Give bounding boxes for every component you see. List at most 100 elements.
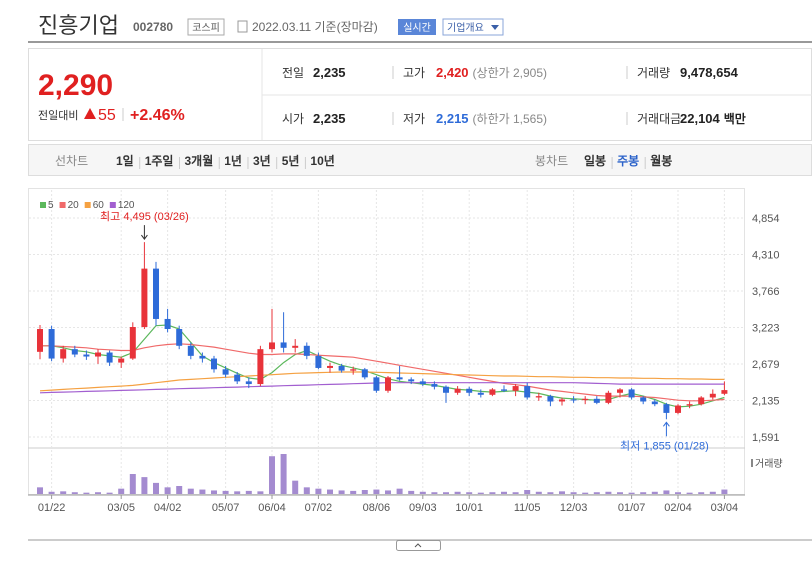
period-tab[interactable]: 주봉 — [617, 154, 639, 168]
legend-label: 60 — [93, 200, 105, 211]
candle-body — [570, 399, 577, 401]
quote-value: 2,420 — [436, 65, 469, 80]
candle-body — [199, 355, 206, 359]
volume-bar — [118, 488, 125, 494]
volume-bar — [48, 491, 55, 494]
company-name: 진흥기업 — [38, 13, 119, 38]
candle-body — [257, 349, 264, 385]
volume-bar — [721, 489, 728, 494]
y-tick-label: 4,310 — [752, 250, 780, 262]
period-tab[interactable]: 3년 — [253, 154, 271, 168]
candle-body — [234, 374, 241, 382]
doc-icon — [237, 20, 248, 33]
quote-value: 2,235 — [313, 65, 346, 80]
candle-body — [327, 365, 333, 368]
candle-body — [280, 342, 287, 348]
candle-body — [419, 381, 426, 385]
legend-swatch — [40, 202, 46, 208]
candle-body — [617, 389, 623, 393]
volume-bar — [709, 491, 716, 494]
candle-body — [222, 369, 229, 375]
volume-bar — [71, 492, 78, 494]
legend-label: 20 — [68, 200, 80, 211]
quote-value: 22,104 — [680, 111, 721, 126]
candle-body — [512, 386, 519, 391]
realtime-badge[interactable] — [398, 19, 436, 35]
base-date: 2022.03.11 기준(장마감) — [252, 20, 378, 34]
period-tab[interactable]: 1주일 — [145, 154, 174, 168]
quote-label: 시가 — [282, 112, 304, 126]
period-tab[interactable]: 월봉 — [650, 153, 672, 168]
x-tick-label: 01/07 — [618, 502, 646, 514]
candle-body — [315, 355, 322, 368]
realtime-label[interactable]: 실시간 — [403, 22, 431, 34]
period-tab[interactable]: 3개월 — [184, 153, 213, 168]
candle-body — [396, 377, 403, 380]
candle-body — [303, 345, 310, 356]
x-tick-label: 10/01 — [455, 502, 483, 514]
current-price: 2,290 — [38, 69, 113, 102]
volume-bar — [396, 488, 403, 494]
volume-bar — [211, 490, 217, 494]
candle-body — [547, 396, 554, 402]
market-badge — [187, 18, 225, 36]
overview-label[interactable]: 기업개요 — [447, 21, 484, 34]
candle-body — [211, 358, 217, 370]
quote-label: 전일 — [282, 66, 304, 80]
volume-bar — [547, 492, 554, 494]
quote-label: 저가 — [403, 112, 425, 126]
volume-bar — [199, 489, 206, 494]
volume-bar — [373, 489, 380, 494]
collapse-button[interactable] — [396, 540, 441, 551]
up-arrow — [84, 108, 96, 119]
moving-average-line — [39, 371, 725, 392]
candle-body — [95, 352, 101, 357]
period-tab[interactable]: 1년 — [224, 154, 242, 168]
volume-bar — [640, 492, 647, 494]
candle-body — [176, 329, 183, 346]
volume-bar — [83, 492, 90, 494]
y-tick-label: 3,223 — [752, 322, 780, 334]
x-tick-label: 09/03 — [409, 502, 437, 514]
period-tab[interactable]: 10년 — [310, 154, 334, 168]
volume-bar — [698, 492, 705, 494]
volume-bar — [292, 480, 299, 494]
period-tab[interactable]: 일봉 — [584, 154, 606, 168]
volume-bar — [327, 489, 333, 494]
high-arrowhead — [140, 234, 148, 240]
y-tick-label: 2,679 — [752, 359, 780, 371]
volume-bar — [443, 492, 449, 494]
change-value: 55 — [98, 107, 116, 124]
candle-body — [71, 349, 78, 355]
period-tab[interactable]: 1일 — [116, 154, 134, 168]
overview-button[interactable] — [442, 18, 504, 36]
volume-bar — [617, 492, 623, 494]
candle-body — [292, 345, 299, 348]
candle-body — [628, 389, 635, 398]
candle-body — [582, 398, 589, 401]
y-tick-label: 3,766 — [752, 286, 780, 298]
volume-bar — [454, 491, 461, 494]
x-tick-label: 03/04 — [711, 502, 739, 514]
quote-value: 9,478,654 — [680, 65, 739, 80]
volume-bar — [559, 491, 565, 494]
candle-body — [559, 399, 565, 402]
volume-bar — [187, 488, 194, 494]
candle-body — [48, 329, 55, 359]
candle-body — [454, 388, 461, 393]
legend-swatch — [84, 202, 91, 208]
quote-note: (상한가 2,905) — [473, 66, 547, 80]
volume-bar — [37, 487, 43, 494]
y-tick-label: 2,135 — [752, 395, 780, 407]
candle-body — [153, 268, 159, 319]
volume-bar — [466, 492, 473, 494]
change-rate: +2.46% — [130, 107, 185, 124]
volume-bar — [60, 491, 67, 494]
period-tab[interactable]: 5년 — [282, 154, 300, 168]
change-label: 전일대비 — [38, 108, 78, 122]
volume-bar — [501, 491, 507, 494]
y-tick-label: 4,854 — [752, 213, 780, 225]
dropdown-icon — [491, 25, 499, 30]
volume-bar — [269, 456, 275, 494]
x-tick-label: 04/02 — [154, 502, 182, 514]
